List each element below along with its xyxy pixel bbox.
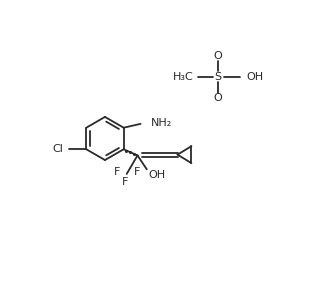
Text: O: O bbox=[214, 93, 223, 103]
Text: F: F bbox=[113, 167, 120, 177]
Text: OH: OH bbox=[148, 170, 166, 180]
Text: O: O bbox=[214, 51, 223, 61]
Text: F: F bbox=[134, 167, 140, 177]
Text: NH₂: NH₂ bbox=[151, 118, 173, 128]
Text: S: S bbox=[215, 72, 222, 82]
Text: Cl: Cl bbox=[52, 144, 63, 154]
Text: OH: OH bbox=[246, 72, 263, 82]
Text: F: F bbox=[122, 177, 128, 187]
Text: H₃C: H₃C bbox=[173, 72, 193, 82]
